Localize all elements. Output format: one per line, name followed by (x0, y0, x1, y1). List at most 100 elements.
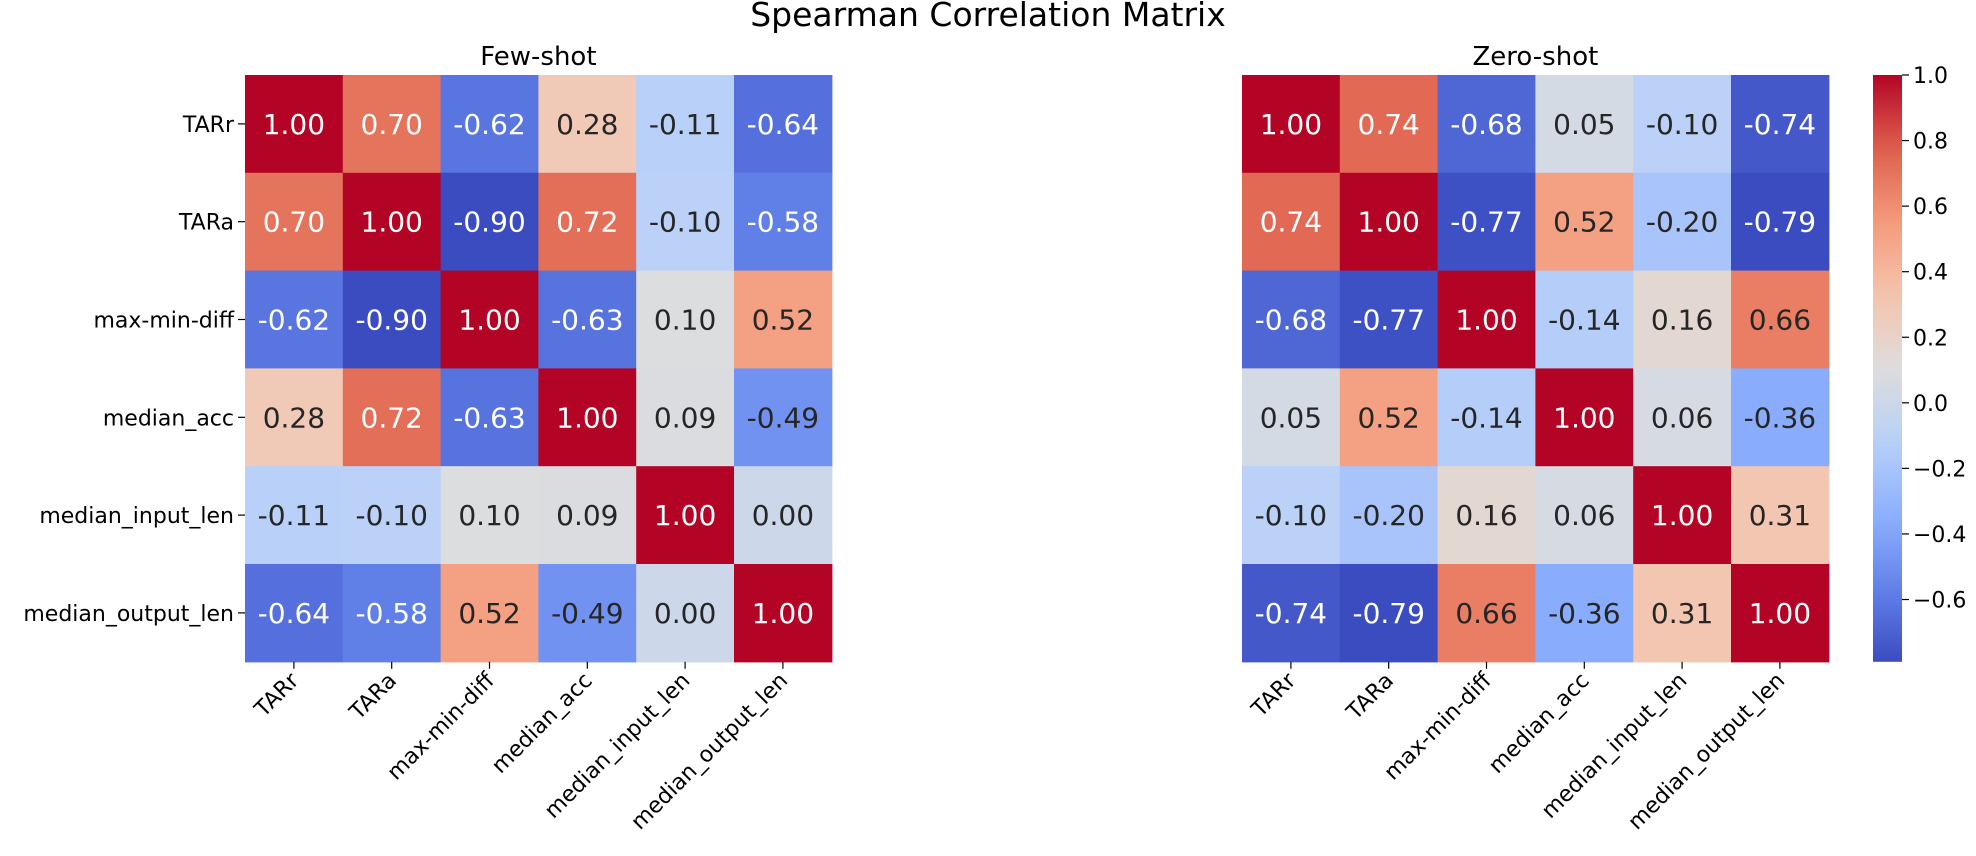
heatmap-cell (1633, 270, 1732, 369)
cell-value-label: 1.00 (1651, 499, 1713, 532)
cell-value-label: -0.10 (1646, 108, 1718, 141)
cell-value-label: -0.10 (649, 206, 721, 239)
cell-value-label: -0.20 (1352, 499, 1424, 532)
cell-value-label: -0.10 (1255, 499, 1327, 532)
cell-value-label: 0.09 (556, 499, 618, 532)
heatmap-cell (1242, 368, 1341, 467)
colorbar-gradient (1873, 75, 1902, 662)
cell-value-label: 0.70 (263, 206, 325, 239)
cell-value-label: 0.05 (1260, 401, 1322, 434)
cell-value-label: -0.77 (1450, 206, 1522, 239)
cell-value-label: 0.52 (458, 597, 520, 630)
heatmap-cell (1731, 466, 1830, 565)
cell-value-label: 1.00 (1749, 597, 1811, 630)
cell-value-label: 0.72 (556, 206, 618, 239)
cell-value-label: 1.00 (1455, 304, 1517, 337)
cell-value-label: -0.14 (1548, 304, 1620, 337)
cell-value-label: -0.90 (355, 304, 427, 337)
cell-value-label: 0.10 (654, 304, 716, 337)
heatmap-cell (1633, 172, 1732, 272)
cell-value-label: -0.64 (747, 108, 819, 141)
colorbar-tick-label: 0.2 (1913, 326, 1948, 351)
heatmap-cell (636, 270, 735, 369)
heatmap-cell (1535, 368, 1634, 467)
heatmap-cell (1535, 270, 1634, 369)
heatmap-cell (1437, 466, 1536, 565)
heatmap-cell (538, 368, 637, 467)
heatmap-cell (636, 564, 735, 663)
cell-value-label: 0.00 (654, 597, 716, 630)
cell-value-label: -0.74 (1744, 108, 1816, 141)
heatmap-cell (538, 270, 637, 369)
heatmap-cell (1242, 172, 1341, 272)
heatmap-cell (538, 466, 637, 565)
cell-value-label: 0.00 (752, 499, 814, 532)
cell-value-label: -0.49 (551, 597, 623, 630)
heatmap-cell (538, 172, 637, 272)
heatmap-cell (734, 75, 833, 174)
colorbar-tick-label: 1.0 (1913, 64, 1948, 89)
heatmap-cell (1242, 75, 1341, 174)
heatmap-cell (734, 564, 833, 663)
colorbar-tick-label: 0.8 (1913, 130, 1948, 155)
heatmap-cell (734, 270, 833, 369)
heatmap-cell (1437, 368, 1536, 467)
heatmap-cell (636, 368, 735, 467)
cell-value-label: -0.79 (1744, 206, 1816, 239)
cell-value-label: 0.28 (556, 108, 618, 141)
cell-value-label: 0.52 (1358, 401, 1420, 434)
heatmap-cell (342, 368, 442, 467)
cell-value-label: 0.72 (361, 401, 423, 434)
cell-value-label: 1.00 (361, 206, 423, 239)
y-tick-label: max-min-diff (93, 309, 234, 334)
heatmap-cell (1437, 564, 1536, 663)
cell-value-label: 0.66 (1455, 597, 1517, 630)
cell-value-label: 1.00 (654, 499, 716, 532)
y-tick-label: TARr (182, 113, 235, 138)
heatmap-cell (1437, 172, 1536, 272)
y-tick-label: median_input_len (39, 504, 234, 529)
heatmap-cell (1731, 368, 1830, 467)
cell-value-label: -0.11 (258, 499, 330, 532)
colorbar-tick-label: −0.6 (1913, 589, 1966, 614)
heatmap-cell (1242, 270, 1341, 369)
heatmap-cell (440, 564, 539, 663)
heatmap-cell (1731, 75, 1830, 174)
heatmap-cell (440, 75, 539, 174)
colorbar-tick-label: −0.2 (1913, 457, 1966, 482)
heatmap-cell (245, 75, 344, 174)
heatmap-cell (440, 368, 539, 467)
cell-value-label: 1.00 (263, 108, 325, 141)
heatmap-cell (1339, 75, 1439, 174)
heatmap-cell (1535, 172, 1634, 272)
x-tick-label: TARa (1342, 668, 1399, 725)
y-tick-label: median_output_len (23, 602, 234, 627)
chart-title: Spearman Correlation Matrix (750, 0, 1226, 34)
heatmap-cell (1535, 466, 1634, 565)
heatmap-cell (245, 172, 344, 272)
heatmap-cell (440, 270, 539, 369)
cell-value-label: 0.74 (1358, 108, 1420, 141)
heatmap-cell (1339, 270, 1439, 369)
heatmap-cell (1339, 466, 1439, 565)
heatmap-cell (734, 368, 833, 467)
y-tick-label: median_acc (103, 406, 234, 431)
cell-value-label: 0.16 (1455, 499, 1517, 532)
cell-value-label: -0.63 (551, 304, 623, 337)
heatmap-cell (1633, 564, 1732, 663)
heatmap-cell (538, 564, 637, 663)
heatmap-cell (734, 466, 833, 565)
heatmap-cell (636, 75, 735, 174)
heatmap-cell (636, 466, 735, 565)
cell-value-label: -0.63 (453, 401, 525, 434)
cell-value-label: 0.66 (1749, 304, 1811, 337)
heatmap-cell (245, 466, 344, 565)
heatmap-cell (1242, 564, 1341, 663)
x-tick-label: TARr (1247, 668, 1302, 723)
cell-value-label: -0.74 (1255, 597, 1327, 630)
heatmap-cell (1731, 172, 1830, 272)
cell-value-label: -0.62 (453, 108, 525, 141)
heatmap-cell (538, 75, 637, 174)
colorbar: 1.0 0.8 0.6 0.4 0.2 0.0 −0.2 −0.4 −0.6 (1873, 64, 1966, 662)
